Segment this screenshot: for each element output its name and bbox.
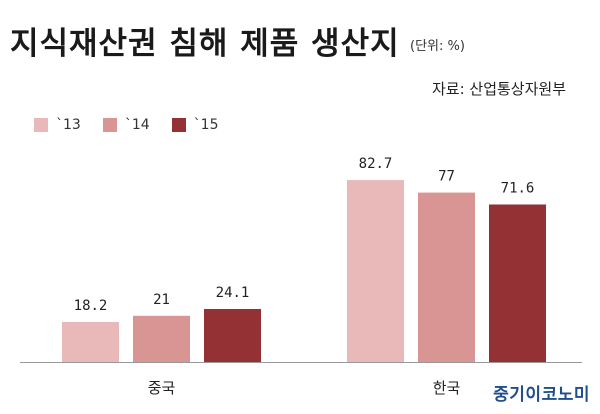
source-label: 자료: 산업통상자원부 — [431, 80, 566, 98]
category-label-korea: 한국 — [433, 379, 461, 397]
bar-15-china — [204, 308, 261, 362]
legend-label-14: `14 — [124, 117, 150, 133]
data-label-15-korea: 71.6 — [501, 180, 535, 196]
bar-14-china — [133, 315, 190, 362]
legend-swatch-14 — [102, 118, 117, 132]
chart-title: 지식재산권 침해 제품 생산지 — [10, 26, 400, 62]
legend-item-14: `14 — [102, 117, 150, 133]
bar-14-korea — [418, 192, 475, 362]
data-label-14-china: 21 — [153, 292, 170, 308]
data-label-15-china: 24.1 — [216, 285, 250, 301]
bar-13-china — [62, 321, 119, 362]
legend-label-15: `15 — [193, 117, 219, 133]
data-label-13-korea: 82.7 — [359, 156, 393, 172]
legend-swatch-15 — [171, 118, 186, 132]
data-label-14-korea: 77 — [438, 169, 455, 185]
unit-label: (단위: %) — [410, 39, 465, 54]
brand-logo: 중기이코노미 — [493, 385, 590, 405]
legend: `13 `14 `15 — [34, 117, 218, 133]
bar-13-korea — [347, 180, 404, 362]
category-label-china: 중국 — [148, 379, 176, 397]
legend-label-13: `13 — [56, 117, 81, 133]
legend-swatch-13 — [34, 118, 48, 132]
legend-item-13: `13 — [34, 117, 81, 133]
bar-15-korea — [489, 204, 546, 362]
legend-item-15: `15 — [171, 117, 219, 133]
data-label-13-china: 18.2 — [74, 298, 108, 314]
